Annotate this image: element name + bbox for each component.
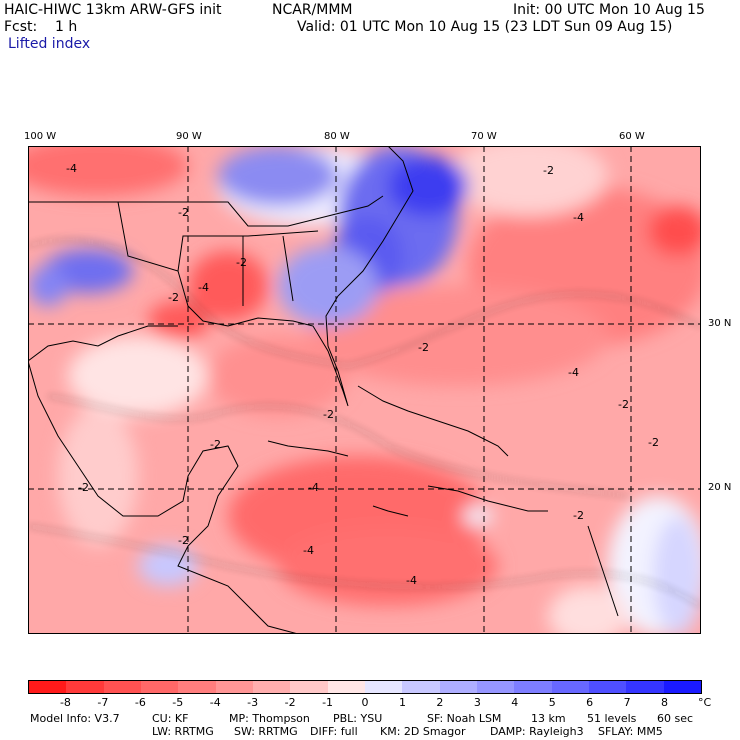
color-bar-swatch <box>178 681 216 693</box>
color-bar-tick-label: 4 <box>511 696 519 709</box>
model-info-damp: DAMP: Rayleigh3 <box>490 725 584 738</box>
color-bar-swatch <box>551 681 589 693</box>
model-info-diff: DIFF: full <box>310 725 358 738</box>
contour-label: -4 <box>303 544 314 557</box>
model-info-pbl: PBL: YSU <box>333 712 383 725</box>
field-name: Lifted index <box>8 36 91 52</box>
contour-label: -2 <box>178 206 189 219</box>
color-bar-tick-label: 7 <box>623 696 631 709</box>
color-bar-tick-label: 2 <box>436 696 444 709</box>
color-bar-swatch <box>140 681 179 693</box>
color-bar-tick-label: 0 <box>361 696 369 709</box>
color-bar-tick-label: -5 <box>172 696 184 709</box>
model-info-lw: LW: RRTMG <box>152 725 214 738</box>
color-bar-swatch <box>514 681 552 693</box>
color-bar-tick-label: 6 <box>586 696 594 709</box>
model-info-timestep: 60 sec <box>657 712 694 725</box>
color-bar-swatch <box>476 681 515 693</box>
color-bar-tick-label: -3 <box>247 696 259 709</box>
forecast-hour: Fcst: 1 h <box>4 19 78 35</box>
model-info-sflay: SFLAY: MM5 <box>598 725 663 738</box>
init-time: Init: 00 UTC Mon 10 Aug 15 <box>513 2 705 18</box>
contour-label: -2 <box>618 398 629 411</box>
model-info-resolution: 13 km <box>531 712 566 725</box>
color-bar-swatch <box>103 681 141 693</box>
lat-label-30n: 30 N <box>708 318 732 329</box>
contour-label: -4 <box>198 281 209 294</box>
contour-label-group: -4 -2 -2 -4 -2 -4 -2 -2 -4 -2 -4 -2 -2 -… <box>66 162 659 587</box>
contour-label: -2 <box>573 509 584 522</box>
color-bar <box>28 680 702 694</box>
color-bar-tick-label: 8 <box>661 696 669 709</box>
lon-label-80w: 80 W <box>324 131 350 142</box>
color-bar-tick-label: 3 <box>473 696 481 709</box>
contour-label: -2 <box>543 164 554 177</box>
model-info-levels: 51 levels <box>587 712 637 725</box>
color-bar-swatch <box>402 681 440 693</box>
model-info-version: Model Info: V3.7 <box>30 712 120 725</box>
contour-label: -2 <box>168 291 179 304</box>
color-bar-swatch <box>327 681 365 693</box>
contour-label: -2 <box>210 438 221 451</box>
lon-label-90w: 90 W <box>176 131 202 142</box>
lat-lon-grid <box>28 146 701 634</box>
lon-label-60w: 60 W <box>619 131 645 142</box>
color-bar-swatch <box>364 681 403 693</box>
color-bar-tick-label: -2 <box>284 696 296 709</box>
color-bar-swatch <box>66 681 104 693</box>
contour-label: -4 <box>66 162 77 175</box>
contour-label: -2 <box>323 408 334 421</box>
model-info-sw: SW: RRTMG <box>234 725 298 738</box>
model-info-mp: MP: Thompson <box>229 712 310 725</box>
color-bar-tick-label: 1 <box>398 696 406 709</box>
contour-label: -2 <box>78 481 89 494</box>
color-bar-swatch <box>29 681 67 693</box>
lat-label-20n: 20 N <box>708 482 732 493</box>
color-bar-swatch <box>215 681 253 693</box>
color-bar-swatch <box>663 681 701 693</box>
lifted-index-map: -4 -2 -2 -4 -2 -4 -2 -2 -4 -2 -4 -2 -2 -… <box>28 146 701 634</box>
lon-label-100w: 100 W <box>24 131 57 142</box>
color-bar-tick-label: -1 <box>322 696 334 709</box>
color-bar-swatch <box>290 681 328 693</box>
color-bar-swatch <box>626 681 664 693</box>
color-bar-tick-label: 5 <box>548 696 556 709</box>
contour-label: -4 <box>568 366 579 379</box>
color-bar-swatch <box>252 681 291 693</box>
color-bar-swatch <box>588 681 627 693</box>
contour-label: -4 <box>573 211 584 224</box>
contour-label: -2 <box>648 436 659 449</box>
color-bar-tick-label: -8 <box>59 696 71 709</box>
contour-label: -4 <box>406 574 417 587</box>
contour-lines <box>28 239 701 607</box>
unit-label: °C <box>698 696 712 709</box>
model-info-sf: SF: Noah LSM <box>427 712 502 725</box>
coastlines <box>28 146 619 634</box>
contour-label: -2 <box>178 534 189 547</box>
lon-label-70w: 70 W <box>471 131 497 142</box>
color-bar-tick-label: -7 <box>97 696 109 709</box>
contour-label: -4 <box>308 481 319 494</box>
model-info-km: KM: 2D Smagor <box>380 725 466 738</box>
color-bar-tick-label: -4 <box>209 696 221 709</box>
model-title: HAIC-HIWC 13km ARW-GFS init <box>4 2 222 18</box>
organization: NCAR/MMM <box>272 2 353 18</box>
valid-time: Valid: 01 UTC Mon 10 Aug 15 (23 LDT Sun … <box>297 19 673 35</box>
contour-label: -2 <box>236 256 247 269</box>
color-bar-tick-label: -6 <box>134 696 146 709</box>
model-info-cu: CU: KF <box>152 712 189 725</box>
color-bar-swatch <box>439 681 477 693</box>
contour-label: -2 <box>418 341 429 354</box>
map-frame <box>28 146 701 634</box>
